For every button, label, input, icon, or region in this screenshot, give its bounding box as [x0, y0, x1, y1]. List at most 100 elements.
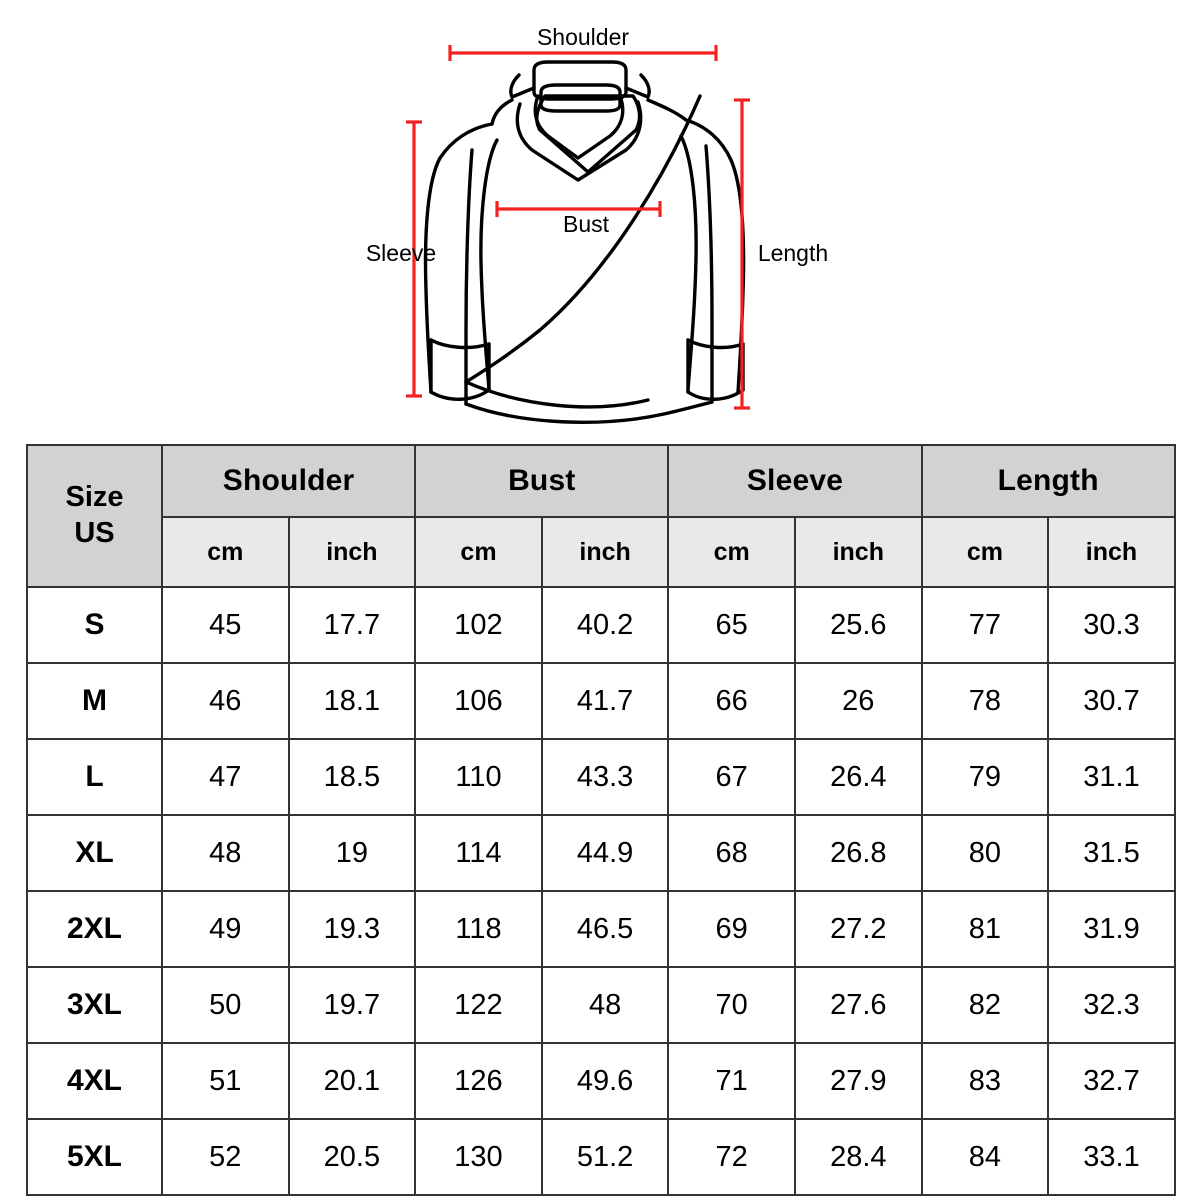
cell-5xl-sleeve-inch: 28.4	[793, 1118, 923, 1196]
size-chart-table: Size US Shoulder Bust Sleeve Length cm i…	[26, 444, 1176, 1196]
cell-5xl-bust-inch: 51.2	[540, 1118, 670, 1196]
cell-3xl-bust-cm: 122	[414, 966, 543, 1044]
cell-4xl-length-cm: 83	[920, 1042, 1050, 1120]
unit-header-length-cm: cm	[920, 516, 1050, 588]
cell-5xl-shoulder-cm: 52	[161, 1118, 290, 1196]
group-header-length: Length	[920, 444, 1176, 518]
cell-m-bust-cm: 106	[414, 662, 543, 740]
cell-m-sleeve-inch: 26	[793, 662, 923, 740]
size-label-3xl: 3XL	[26, 966, 163, 1044]
unit-header-bust-cm: cm	[414, 516, 543, 588]
size-label-xl: XL	[26, 814, 163, 892]
cell-m-shoulder-cm: 46	[161, 662, 290, 740]
cell-3xl-sleeve-inch: 27.6	[793, 966, 923, 1044]
table-row: 4XL 51 20.1 126 49.6 71 27.9 83 32.7	[26, 1042, 1176, 1120]
length-arrow	[734, 98, 750, 410]
cell-5xl-sleeve-cm: 72	[667, 1118, 796, 1196]
label-bust: Bust	[563, 211, 610, 237]
unit-header-shoulder-cm: cm	[161, 516, 290, 588]
cell-s-bust-cm: 102	[414, 586, 543, 664]
cell-m-bust-inch: 41.7	[540, 662, 670, 740]
cell-2xl-bust-inch: 46.5	[540, 890, 670, 968]
cell-m-sleeve-cm: 66	[667, 662, 796, 740]
cell-l-sleeve-cm: 67	[667, 738, 796, 816]
cell-2xl-bust-cm: 118	[414, 890, 543, 968]
cell-xl-sleeve-inch: 26.8	[793, 814, 923, 892]
cell-4xl-bust-cm: 126	[414, 1042, 543, 1120]
cell-2xl-shoulder-cm: 49	[161, 890, 290, 968]
cell-l-shoulder-inch: 18.5	[287, 738, 417, 816]
unit-header-bust-inch: inch	[540, 516, 670, 588]
cell-l-bust-inch: 43.3	[540, 738, 670, 816]
shoulder-arrow	[448, 45, 718, 61]
cell-5xl-length-inch: 33.1	[1047, 1118, 1176, 1196]
group-header-bust: Bust	[414, 444, 670, 518]
unit-header-row: cm inch cm inch cm inch cm inch	[27, 516, 1176, 588]
table-row: M 46 18.1 106 41.7 66 26 78 30.7	[26, 662, 1176, 740]
size-label-m: M	[26, 662, 163, 740]
cell-4xl-sleeve-inch: 27.9	[793, 1042, 923, 1120]
cell-2xl-length-inch: 31.9	[1047, 890, 1176, 968]
label-shoulder: Shoulder	[537, 24, 629, 50]
cell-3xl-shoulder-cm: 50	[161, 966, 290, 1044]
cell-3xl-sleeve-cm: 70	[667, 966, 796, 1044]
cell-s-bust-inch: 40.2	[540, 586, 670, 664]
cell-m-length-cm: 78	[920, 662, 1050, 740]
cell-2xl-length-cm: 81	[920, 890, 1050, 968]
cell-2xl-sleeve-cm: 69	[667, 890, 796, 968]
size-chart-table-container: Size US Shoulder Bust Sleeve Length cm i…	[26, 444, 1176, 1196]
cell-2xl-shoulder-inch: 19.3	[287, 890, 417, 968]
cell-3xl-bust-inch: 48	[540, 966, 670, 1044]
table-body: S 45 17.7 102 40.2 65 25.6 77 30.3 M 46 18.1 106 41.7…	[26, 586, 1176, 1196]
cell-l-length-inch: 31.1	[1047, 738, 1176, 816]
bust-arrow	[495, 201, 662, 217]
unit-header-sleeve-cm: cm	[667, 516, 796, 588]
cell-s-sleeve-inch: 25.6	[793, 586, 923, 664]
cell-s-shoulder-cm: 45	[161, 586, 290, 664]
group-header-shoulder: Shoulder	[160, 444, 417, 518]
cell-s-length-cm: 77	[920, 586, 1050, 664]
cell-5xl-shoulder-inch: 20.5	[287, 1118, 417, 1196]
group-header-sleeve: Sleeve	[667, 444, 923, 518]
cell-4xl-length-inch: 32.7	[1047, 1042, 1176, 1120]
size-label-s: S	[26, 586, 163, 664]
label-sleeve: Sleeve	[366, 240, 436, 266]
cell-5xl-bust-cm: 130	[414, 1118, 543, 1196]
size-label-4xl: 4XL	[26, 1042, 163, 1120]
cell-xl-bust-inch: 44.9	[540, 814, 670, 892]
size-label-l: L	[26, 738, 163, 816]
size-label-2xl: 2XL	[26, 890, 163, 968]
garment-illustration: Shoulder Sleeve Bust Length	[0, 0, 1200, 440]
label-length: Length	[758, 240, 828, 266]
cell-2xl-sleeve-inch: 27.2	[793, 890, 923, 968]
group-header-row: Size US Shoulder Bust Sleeve Length	[26, 444, 1176, 588]
cell-s-shoulder-inch: 17.7	[287, 586, 417, 664]
unit-header-shoulder-inch: inch	[287, 516, 417, 588]
cell-xl-shoulder-cm: 48	[161, 814, 290, 892]
cell-4xl-sleeve-cm: 71	[667, 1042, 796, 1120]
cell-3xl-shoulder-inch: 19.7	[287, 966, 417, 1044]
cell-s-sleeve-cm: 65	[667, 586, 796, 664]
table-row: 3XL 50 19.7 122 48 70 27.6 82 32.3	[26, 966, 1176, 1044]
table-row: 5XL 52 20.5 130 51.2 72 28.4 84 33.1	[26, 1118, 1176, 1196]
table-row: XL 48 19 114 44.9 68 26.8 80 31.5	[26, 814, 1176, 892]
cell-xl-length-cm: 80	[920, 814, 1050, 892]
table-header: Size US Shoulder Bust Sleeve Length cm i…	[26, 444, 1176, 588]
table-row: S 45 17.7 102 40.2 65 25.6 77 30.3	[26, 586, 1176, 664]
size-label-5xl: 5XL	[26, 1118, 163, 1196]
cell-4xl-shoulder-cm: 51	[161, 1042, 290, 1120]
cell-xl-length-inch: 31.5	[1047, 814, 1176, 892]
size-column-header: Size US	[26, 444, 163, 588]
cell-5xl-length-cm: 84	[920, 1118, 1050, 1196]
table-row: 2XL 49 19.3 118 46.5 69 27.2 81 31.9	[26, 890, 1176, 968]
cell-m-length-inch: 30.7	[1047, 662, 1176, 740]
cell-l-length-cm: 79	[920, 738, 1050, 816]
sleeve-arrow	[406, 120, 422, 398]
cell-xl-shoulder-inch: 19	[287, 814, 417, 892]
cell-3xl-length-inch: 32.3	[1047, 966, 1176, 1044]
cell-4xl-shoulder-inch: 20.1	[287, 1042, 417, 1120]
table-row: L 47 18.5 110 43.3 67 26.4 79 31.1	[26, 738, 1176, 816]
cell-l-shoulder-cm: 47	[161, 738, 290, 816]
cell-s-length-inch: 30.3	[1047, 586, 1176, 664]
cell-l-sleeve-inch: 26.4	[793, 738, 923, 816]
